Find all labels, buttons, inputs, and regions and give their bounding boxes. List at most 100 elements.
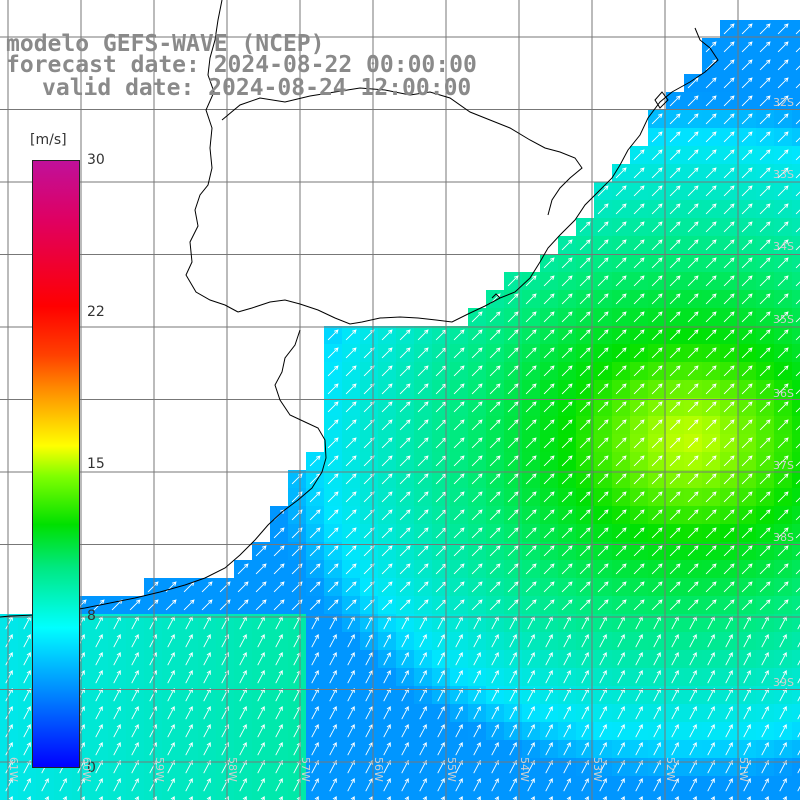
- wind-cell: [234, 794, 252, 800]
- wind-arrow: [597, 509, 609, 521]
- wind-arrow: [777, 599, 789, 611]
- wind-arrow: [525, 491, 537, 503]
- wind-arrow: [347, 633, 355, 648]
- wind-arrow: [471, 419, 483, 431]
- wind-arrow: [633, 545, 645, 557]
- wind-arrow: [417, 365, 429, 377]
- wind-arrow: [581, 687, 589, 702]
- wind-arrow: [597, 599, 609, 611]
- wind-arrow: [795, 65, 800, 71]
- wind-cell: [738, 794, 756, 800]
- wind-arrow: [651, 437, 663, 449]
- wind-arrow: [669, 185, 681, 197]
- wind-cell: [792, 758, 800, 776]
- wind-arrow: [777, 203, 789, 215]
- wind-arrow: [635, 651, 643, 666]
- wind-arrow: [345, 545, 357, 557]
- wind-arrow: [777, 149, 789, 161]
- wind-arrow: [507, 311, 519, 323]
- wind-arrow: [419, 633, 427, 648]
- wind-arrow: [723, 59, 735, 71]
- wind-arrow: [383, 777, 391, 792]
- wind-arrow: [453, 365, 465, 377]
- wind-arrow: [327, 599, 339, 611]
- wind-arrow: [329, 651, 337, 666]
- wind-arrow: [95, 777, 103, 792]
- wind-arrow: [669, 419, 681, 431]
- wind-arrow: [273, 563, 285, 575]
- wind-arrow: [615, 275, 627, 287]
- wind-arrow: [41, 777, 49, 792]
- wind-arrow: [651, 113, 663, 125]
- wind-arrow: [651, 203, 663, 215]
- wind-arrow: [687, 581, 699, 593]
- wind-arrow: [669, 563, 681, 575]
- wind-arrow: [707, 777, 715, 792]
- wind-arrow: [455, 705, 463, 720]
- wind-arrow: [651, 383, 663, 395]
- wind-arrow: [311, 651, 319, 666]
- wind-arrow: [581, 669, 589, 684]
- lon-label: 57W: [299, 757, 312, 782]
- wind-arrow: [345, 563, 357, 575]
- wind-arrow: [579, 599, 591, 611]
- wind-arrow: [795, 317, 800, 323]
- lon-label: 60W: [80, 757, 93, 782]
- wind-arrow: [723, 275, 735, 287]
- wind-arrow: [725, 687, 733, 702]
- wind-arrow: [741, 455, 753, 467]
- wind-arrow: [185, 741, 193, 756]
- wind-arrow: [741, 203, 753, 215]
- wind-arrow: [563, 705, 571, 720]
- wind-arrow: [399, 581, 411, 593]
- wind-arrow: [543, 401, 555, 413]
- wind-arrow: [5, 687, 13, 702]
- wind-arrow: [633, 167, 645, 179]
- wind-arrow: [705, 113, 717, 125]
- wind-arrow: [741, 383, 753, 395]
- wind-arrow: [365, 687, 373, 702]
- wind-arrow: [309, 599, 321, 611]
- wind-arrow: [453, 563, 465, 575]
- lat-label: 37S: [773, 459, 794, 472]
- wind-arrow: [633, 419, 645, 431]
- wind-arrow: [329, 723, 337, 738]
- wind-arrow: [399, 563, 411, 575]
- wind-cell: [450, 794, 468, 800]
- wind-arrow: [728, 795, 733, 800]
- wind-arrow: [687, 527, 699, 539]
- wind-arrow: [309, 563, 321, 575]
- wind-cell: [792, 38, 800, 56]
- wind-arrow: [131, 777, 139, 792]
- wind-arrow: [525, 473, 537, 485]
- wind-arrow: [489, 491, 501, 503]
- wind-arrow: [653, 723, 661, 738]
- wind-arrow: [723, 491, 735, 503]
- wind-arrow: [705, 491, 717, 503]
- wind-arrow: [687, 113, 699, 125]
- wind-arrow: [597, 491, 609, 503]
- wind-arrow: [473, 651, 481, 666]
- wind-arrow: [383, 705, 391, 720]
- wind-arrow: [795, 371, 800, 377]
- wind-arrow: [491, 651, 499, 666]
- wind-arrow: [795, 335, 800, 341]
- wind-arrow: [399, 473, 411, 485]
- wind-arrow: [669, 437, 681, 449]
- wind-arrow: [489, 311, 501, 323]
- wind-arrow: [401, 633, 409, 648]
- wind-arrow: [167, 777, 175, 792]
- wind-arrow: [633, 401, 645, 413]
- wind-arrow: [741, 527, 753, 539]
- wind-arrow: [527, 651, 535, 666]
- wind-arrow: [579, 527, 591, 539]
- wind-cell: [792, 632, 800, 650]
- wind-arrow: [584, 795, 589, 800]
- wind-arrow: [759, 221, 771, 233]
- wind-arrow: [239, 687, 247, 702]
- wind-arrow: [543, 347, 555, 359]
- wind-arrow: [633, 491, 645, 503]
- wind-arrow: [437, 705, 445, 720]
- wind-arrow: [543, 257, 555, 269]
- wind-arrow: [689, 777, 697, 792]
